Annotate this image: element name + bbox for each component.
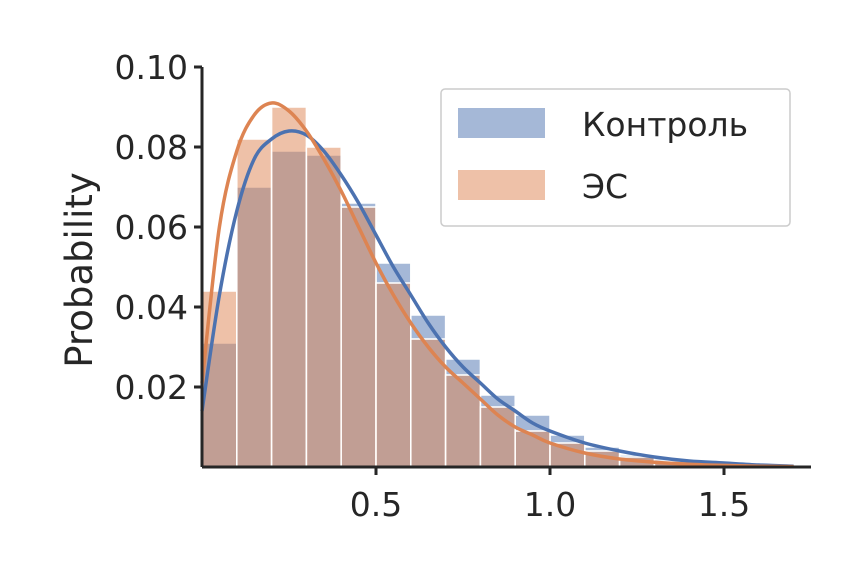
- legend-label-es: ЭС: [582, 167, 628, 206]
- x-tick-label: 1.0: [524, 485, 576, 524]
- kde-line-es: [200, 101, 794, 469]
- legend-label-control: Контроль: [582, 105, 748, 144]
- legend: Контроль ЭС: [440, 88, 791, 227]
- bar-es-10: [549, 442, 586, 468]
- kde-line-control: [200, 129, 794, 468]
- bar-es-5: [375, 282, 412, 468]
- y-tick-label: 0.04: [115, 288, 188, 327]
- bar-es-4: [340, 206, 377, 468]
- y-tick-label: 0.06: [115, 208, 188, 247]
- x-tick-label: 1.5: [698, 485, 750, 524]
- bar-es-6: [410, 338, 447, 468]
- bar-es-2: [270, 106, 308, 468]
- axes: [200, 67, 811, 469]
- y-axis-label: Probability: [58, 172, 101, 368]
- bar-es-7: [444, 374, 482, 468]
- legend-swatch-control: [458, 108, 545, 138]
- kde-curves: [200, 101, 794, 469]
- y-tick-label: 0.10: [115, 48, 188, 87]
- y-tick-label: 0.02: [115, 368, 188, 407]
- ticks: 0.02 0.04 0.06 0.08 0.10 0.5 1.0 1.5: [115, 48, 751, 524]
- x-tick-label: 0.5: [350, 485, 402, 524]
- bar-es-3: [305, 146, 342, 468]
- legend-swatch-es: [458, 170, 545, 200]
- y-tick-label: 0.08: [115, 128, 188, 167]
